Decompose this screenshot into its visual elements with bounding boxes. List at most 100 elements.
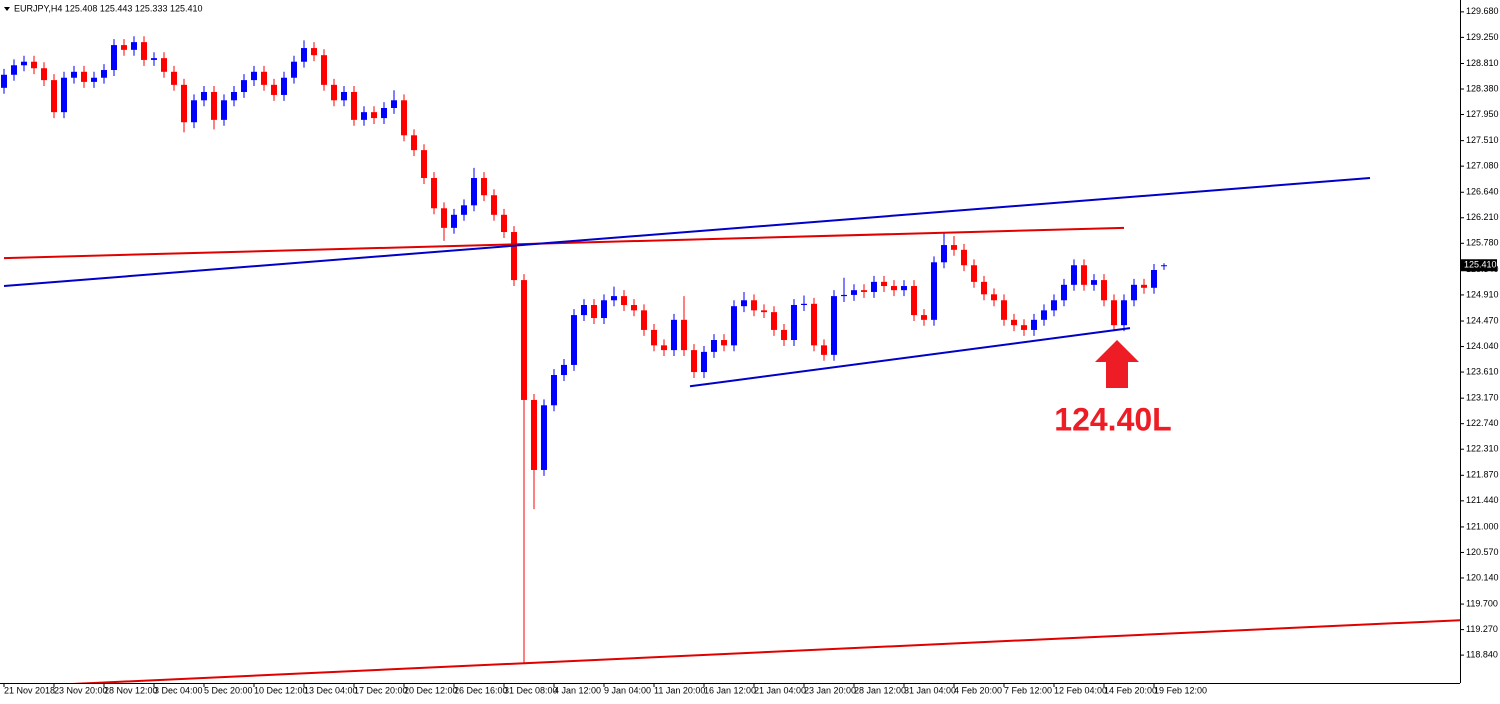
- candle-body: [711, 340, 717, 352]
- x-tick-label: 20 Dec 12:00: [404, 685, 458, 695]
- candle-body: [451, 214, 457, 228]
- y-tick-label: 127.080: [1466, 161, 1499, 171]
- candle-body: [171, 71, 177, 85]
- x-tick-label: 3 Dec 04:00: [154, 685, 203, 695]
- candle-body: [191, 100, 197, 123]
- candle-body: [391, 100, 397, 108]
- candle-body: [971, 265, 977, 282]
- y-tick-label: 127.950: [1466, 109, 1499, 119]
- x-tick-label: 23 Jan 20:00: [804, 685, 856, 695]
- candle-body: [571, 315, 577, 365]
- x-tick-label: 21 Jan 04:00: [754, 685, 806, 695]
- candle-body: [941, 245, 947, 263]
- candle-body: [11, 65, 17, 75]
- candle-body: [121, 45, 127, 50]
- candle-body: [381, 107, 387, 119]
- annotation-label: 124.40L: [1054, 401, 1171, 437]
- candle-body: [911, 286, 917, 316]
- candle-body: [821, 345, 827, 355]
- annotation-arrow: [1095, 340, 1139, 388]
- candle-body: [921, 315, 927, 320]
- y-tick-label: 121.000: [1466, 521, 1499, 531]
- candle-body: [511, 232, 517, 281]
- candle-body: [341, 91, 347, 101]
- candle-body: [951, 245, 957, 250]
- candle-body: [1151, 269, 1157, 288]
- candle-body: [771, 312, 777, 330]
- x-tick-label: 28 Nov 12:00: [104, 685, 158, 695]
- candle-body: [1011, 319, 1017, 326]
- candle-body: [491, 195, 497, 215]
- candle-body: [961, 249, 967, 266]
- x-tick-label: 4 Feb 20:00: [954, 685, 1002, 695]
- candle-body: [61, 77, 67, 113]
- y-tick-label: 129.680: [1466, 6, 1499, 16]
- candle-body: [501, 214, 507, 233]
- candle-body: [581, 305, 587, 316]
- x-tick-label: 26 Dec 16:00: [454, 685, 508, 695]
- x-tick-label: 11 Jan 20:00: [654, 685, 705, 695]
- candle-body: [301, 48, 307, 62]
- candle-body: [531, 399, 537, 470]
- symbol-menu-icon[interactable]: [4, 7, 10, 11]
- candle-body: [621, 296, 627, 306]
- candle-body: [791, 305, 797, 341]
- candle-body: [1041, 310, 1047, 320]
- y-tick-label: 128.380: [1466, 83, 1499, 93]
- candle-body: [231, 91, 237, 101]
- candle-body: [811, 303, 817, 346]
- candle-body: [201, 91, 207, 101]
- candle-body: [591, 305, 597, 319]
- y-tick-label: 122.310: [1466, 444, 1499, 454]
- y-tick-label: 124.910: [1466, 289, 1499, 299]
- candle-body: [881, 281, 887, 287]
- chart-title: EURJPY,H4 125.408 125.443 125.333 125.41…: [14, 3, 203, 13]
- x-tick-label: 17 Dec 20:00: [354, 685, 408, 695]
- trend-line: [3, 226, 1125, 260]
- candle-body: [291, 61, 297, 78]
- x-tick-label: 7 Feb 12:00: [1004, 685, 1052, 695]
- candle-body: [641, 310, 647, 330]
- candle-body: [1061, 284, 1067, 301]
- candle-body: [331, 84, 337, 101]
- y-tick-label: 125.780: [1466, 238, 1499, 248]
- y-tick-label: 126.640: [1466, 187, 1499, 197]
- x-tick-label: 4 Jan 12:00: [554, 685, 601, 695]
- candle-body: [931, 262, 937, 320]
- y-tick-label: 127.510: [1466, 135, 1499, 145]
- x-tick-label: 31 Jan 04:00: [904, 685, 956, 695]
- candle-body: [431, 178, 437, 209]
- candle-body: [1161, 265, 1167, 267]
- candle-body: [51, 80, 57, 113]
- x-tick-label: 31 Dec 08:00: [504, 685, 558, 695]
- candle-body: [1031, 319, 1037, 330]
- x-tick-label: 10 Dec 12:00: [254, 685, 308, 695]
- candle-body: [671, 319, 677, 351]
- x-tick-label: 21 Nov 2018: [4, 685, 55, 695]
- candle-body: [781, 329, 787, 341]
- candle-body: [611, 296, 617, 301]
- candle-body: [251, 71, 257, 81]
- candle-body: [741, 300, 747, 307]
- candle-body: [1021, 325, 1027, 330]
- x-tick-label: 16 Jan 12:00: [704, 685, 756, 695]
- y-tick-label: 126.210: [1466, 212, 1499, 222]
- y-tick-label: 128.810: [1466, 58, 1499, 68]
- candle-body: [1141, 284, 1147, 288]
- last-price-label: 125.410: [1464, 260, 1497, 270]
- candle-body: [91, 77, 97, 82]
- candle-body: [1, 74, 7, 88]
- x-tick-label: 5 Dec 20:00: [204, 685, 253, 695]
- candle-body: [161, 58, 167, 72]
- candle-body: [41, 68, 47, 81]
- trend-line: [3, 177, 1371, 288]
- candle-body: [31, 61, 37, 69]
- candle-body: [21, 61, 27, 66]
- y-tick-label: 122.740: [1466, 418, 1499, 428]
- y-tick-label: 124.040: [1466, 341, 1499, 351]
- candle-body: [1071, 265, 1077, 285]
- candle-body: [261, 71, 267, 85]
- candle-body: [991, 294, 997, 301]
